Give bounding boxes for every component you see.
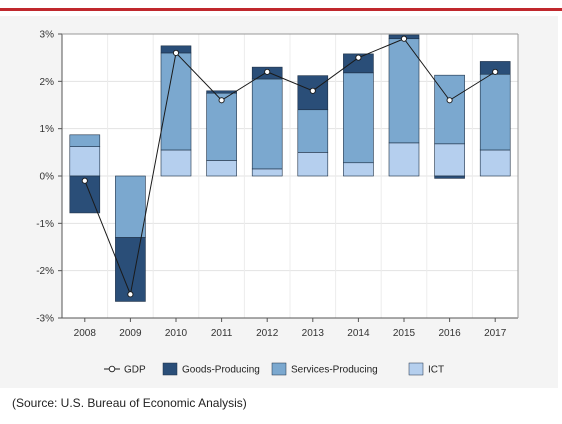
bar-ict	[160, 149, 192, 177]
x-tick-label: 2013	[302, 328, 325, 339]
y-tick-label: 1%	[40, 124, 55, 135]
x-tick-label: 2011	[211, 328, 233, 339]
legend-swatch-goods-producing	[162, 362, 178, 376]
bar-ict	[251, 168, 283, 177]
y-tick-label: 2%	[40, 77, 55, 88]
source-note: (Source: U.S. Bureau of Economic Analysi…	[12, 396, 247, 410]
x-tick-label: 2017	[484, 328, 507, 339]
bar-ict	[343, 162, 374, 177]
x-tick-label: 2014	[347, 328, 370, 339]
header-accent-rule	[0, 8, 562, 11]
bar-services-producing	[297, 109, 329, 153]
bar-ict	[434, 143, 465, 177]
bar-ict	[479, 149, 511, 177]
x-tick-label: 2008	[74, 328, 97, 339]
x-tick-label: 2016	[438, 328, 461, 339]
y-tick-label: 3%	[40, 30, 55, 41]
gdp-point	[446, 97, 453, 104]
bar-goods-producing	[206, 90, 237, 94]
legend-label-ict: ICT	[428, 365, 444, 376]
y-tick-label: -3%	[36, 314, 54, 325]
gdp-point	[355, 54, 362, 61]
gdp-point	[172, 49, 180, 56]
bar-ict	[69, 146, 101, 177]
legend-label-goods-producing: Goods-Producing	[182, 365, 260, 376]
legend: GDP Goods-Producing Services-Producing ICT	[104, 362, 444, 376]
bar-services-producing	[206, 92, 237, 161]
x-tick-label: 2012	[256, 328, 279, 339]
bar-goods-producing	[343, 53, 374, 74]
y-tick-label: 0%	[40, 172, 55, 183]
gdp-point	[492, 68, 499, 75]
legend-gdp-marker	[108, 365, 116, 373]
gdp-line-path	[84, 38, 496, 297]
bar-ict	[297, 152, 329, 177]
bar-ict	[388, 142, 420, 177]
bars	[69, 34, 511, 302]
x-tick-label: 2010	[165, 328, 188, 339]
bar-services-producing	[479, 73, 511, 151]
gdp-point	[264, 68, 271, 75]
gdp-point	[218, 97, 225, 104]
gdp-point	[309, 87, 316, 94]
bar-services-producing	[388, 38, 420, 144]
bar-services-producing	[343, 72, 374, 164]
legend-label-services-producing: Services-Producing	[291, 365, 378, 376]
y-tick-label: -1%	[36, 219, 54, 230]
axes: -3% -2% -1% 0% 1% 2% 3% 2008 2009 2010 2011 2012 201…	[36, 30, 519, 339]
x-tick-label: 2015	[393, 328, 416, 339]
bar-ict	[206, 160, 237, 177]
legend-label-gdp: GDP	[124, 365, 146, 376]
bar-services-producing	[69, 134, 101, 147]
gdp-line	[81, 35, 499, 298]
legend-swatch-ict	[408, 362, 424, 376]
gdp-point	[81, 177, 88, 184]
gdp-point	[400, 35, 408, 42]
bar-services-producing	[160, 52, 192, 151]
bar-goods-producing	[434, 175, 465, 179]
x-tick-label: 2009	[119, 328, 142, 339]
legend-swatch-services-producing	[271, 362, 287, 376]
y-tick-label: -2%	[36, 266, 54, 277]
bar-services-producing	[115, 175, 146, 238]
gdp-point	[127, 291, 134, 298]
bar-services-producing	[251, 78, 283, 170]
